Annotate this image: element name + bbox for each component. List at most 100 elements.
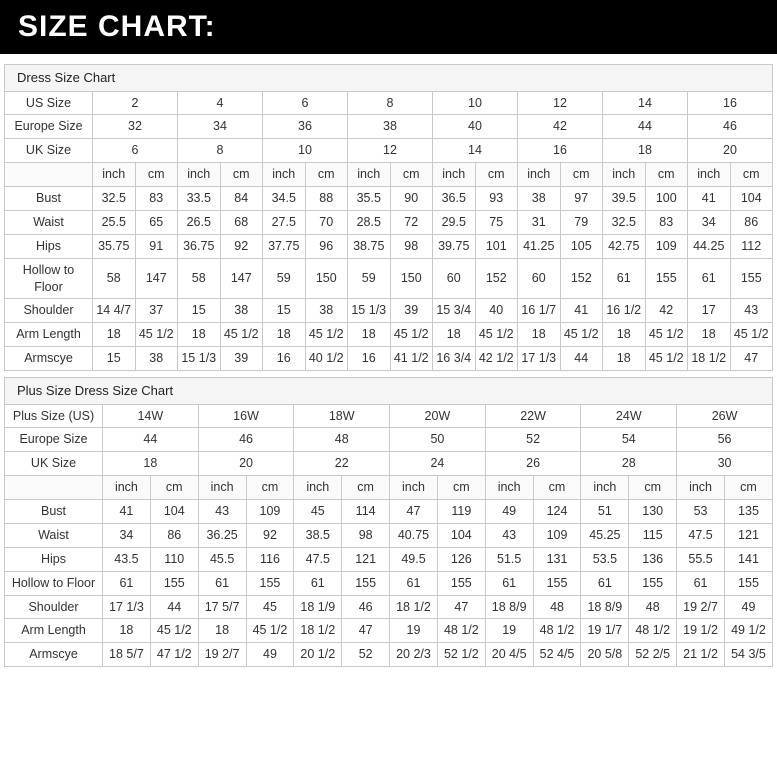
measure-value-cell: 41.25 [517, 233, 561, 259]
measure-value-cell: 46 [341, 594, 391, 620]
size-value-cell: 14 [602, 90, 688, 116]
measure-value-cell: 79 [559, 209, 603, 235]
measure-value-cell: 40.75 [389, 522, 438, 548]
measure-value-cell: 131 [532, 546, 582, 572]
measure-value-cell: 49 [484, 499, 534, 524]
measure-value-cell: 42.75 [602, 233, 646, 259]
measure-value-cell: 51 [580, 499, 630, 524]
measure-row: Bust 41 104 43 109 45 114 47 119 49 124 51 130 53 135 [4, 499, 774, 524]
measure-value-cell: 18 1/2 [687, 346, 731, 372]
measure-value-cell: 20 2/3 [389, 642, 438, 668]
measure-value-cell: 38 [219, 298, 263, 324]
measure-value-cell: 28.5 [347, 209, 391, 235]
measure-value-cell: 121 [341, 546, 391, 572]
unit-row: inch cm inch cm inch cm inch cm inch cm inch cm inch… [4, 475, 774, 501]
measure-value-cell: 27.5 [262, 209, 306, 235]
measure-value-cell: 15 [177, 298, 221, 324]
size-value-cell: 44 [602, 114, 688, 140]
row-label: UK Size [4, 138, 93, 164]
measure-value-cell: 48 [532, 594, 582, 620]
row-label: Hips [4, 546, 103, 572]
measure-value-cell: 18 8/9 [580, 594, 630, 620]
measure-value-cell: 41 [102, 499, 151, 524]
measure-value-cell: 54 3/5 [723, 642, 774, 668]
measure-value-cell: 44 [149, 594, 199, 620]
unit-cell: inch [347, 162, 391, 188]
measure-value-cell: 17 5/7 [197, 594, 247, 620]
row-label: UK Size [4, 451, 103, 477]
measure-value-cell: 18 [687, 322, 731, 348]
measure-value-cell: 16 1/7 [517, 298, 561, 324]
measure-value-cell: 61 [687, 257, 731, 300]
measure-value-cell: 37 [134, 298, 178, 324]
measure-value-cell: 39 [389, 298, 433, 324]
measure-value-cell: 20 5/8 [580, 642, 630, 668]
size-value-cell: 20 [197, 451, 295, 477]
measure-value-cell: 88 [304, 186, 348, 211]
measure-value-cell: 98 [389, 233, 433, 259]
measure-value-cell: 52 [341, 642, 391, 668]
unit-cell: inch [676, 475, 725, 501]
measure-value-cell: 47 [341, 618, 391, 644]
measure-value-cell: 18 5/7 [102, 642, 151, 668]
size-value-cell: 2 [92, 90, 178, 116]
size-value-cell: 30 [676, 451, 773, 477]
measure-value-cell: 20 1/2 [293, 642, 343, 668]
measure-value-cell: 29.5 [432, 209, 476, 235]
measure-row: Shoulder 14 4/7 37 15 38 15 38 15 1/3 39 15 3/4 40… [4, 298, 773, 324]
measure-value-cell: 101 [474, 233, 518, 259]
size-value-cell: 40 [432, 114, 518, 140]
measure-row: Armscye 18 5/7 47 1/2 19 2/7 49 20 1/2 52 20 2/… [4, 642, 774, 668]
measure-value-cell: 58 [177, 257, 221, 300]
size-value-cell: 44 [102, 427, 199, 453]
measure-value-cell: 109 [532, 522, 582, 548]
size-value-cell: 16W [197, 403, 295, 429]
measure-row: Hips 43.5 110 45.5 116 47.5 121 49.5 126 51.5 131 5… [4, 546, 774, 572]
measure-value-cell: 60 [432, 257, 476, 300]
measure-value-cell: 104 [729, 186, 773, 211]
measure-row: Shoulder 17 1/3 44 17 5/7 45 18 1/9 46 18 1/2 47… [4, 594, 774, 620]
size-value-cell: 6 [92, 138, 178, 164]
measure-value-cell: 15 [262, 298, 306, 324]
measure-value-cell: 155 [644, 257, 688, 300]
measure-value-cell: 15 1/3 [347, 298, 391, 324]
measure-value-cell: 52 1/2 [436, 642, 486, 668]
measure-value-cell: 20 4/5 [484, 642, 534, 668]
unit-cell: cm [149, 475, 199, 501]
measure-value-cell: 49 [245, 642, 295, 668]
measure-value-cell: 47 [436, 594, 486, 620]
measure-value-cell: 155 [723, 570, 774, 596]
row-label: Hollow to Floor [4, 570, 103, 596]
measure-value-cell: 98 [341, 522, 391, 548]
unit-cell: inch [602, 162, 646, 188]
measure-value-cell: 18 [517, 322, 561, 348]
measure-value-cell: 155 [341, 570, 391, 596]
measure-value-cell: 25.5 [92, 209, 136, 235]
measure-value-cell: 17 [687, 298, 731, 324]
measure-value-cell: 34.5 [262, 186, 306, 211]
measure-value-cell: 38 [134, 346, 178, 372]
measure-value-cell: 61 [389, 570, 438, 596]
measure-value-cell: 41 [687, 186, 731, 211]
row-label: Plus Size (US) [4, 403, 103, 429]
measure-value-cell: 18 [602, 346, 646, 372]
measure-value-cell: 60 [517, 257, 561, 300]
size-value-cell: 8 [177, 138, 263, 164]
measure-value-cell: 155 [436, 570, 486, 596]
page-header: SIZE CHART: [0, 0, 777, 54]
size-value-cell: 18 [602, 138, 688, 164]
measure-value-cell: 49 1/2 [723, 618, 774, 644]
measure-value-cell: 45 [245, 594, 295, 620]
measure-value-cell: 126 [436, 546, 486, 572]
unit-cell: cm [628, 475, 678, 501]
unit-cell: inch [517, 162, 561, 188]
measure-value-cell: 39.5 [602, 186, 646, 211]
size-row: UK Size 6 8 10 12 14 16 18 20 [4, 138, 773, 164]
measure-value-cell: 135 [723, 499, 774, 524]
measure-value-cell: 112 [729, 233, 773, 259]
measure-value-cell: 19 2/7 [676, 594, 725, 620]
unit-cell: cm [436, 475, 486, 501]
measure-value-cell: 45 1/2 [304, 322, 348, 348]
measure-value-cell: 48 [628, 594, 678, 620]
measure-value-cell: 59 [262, 257, 306, 300]
